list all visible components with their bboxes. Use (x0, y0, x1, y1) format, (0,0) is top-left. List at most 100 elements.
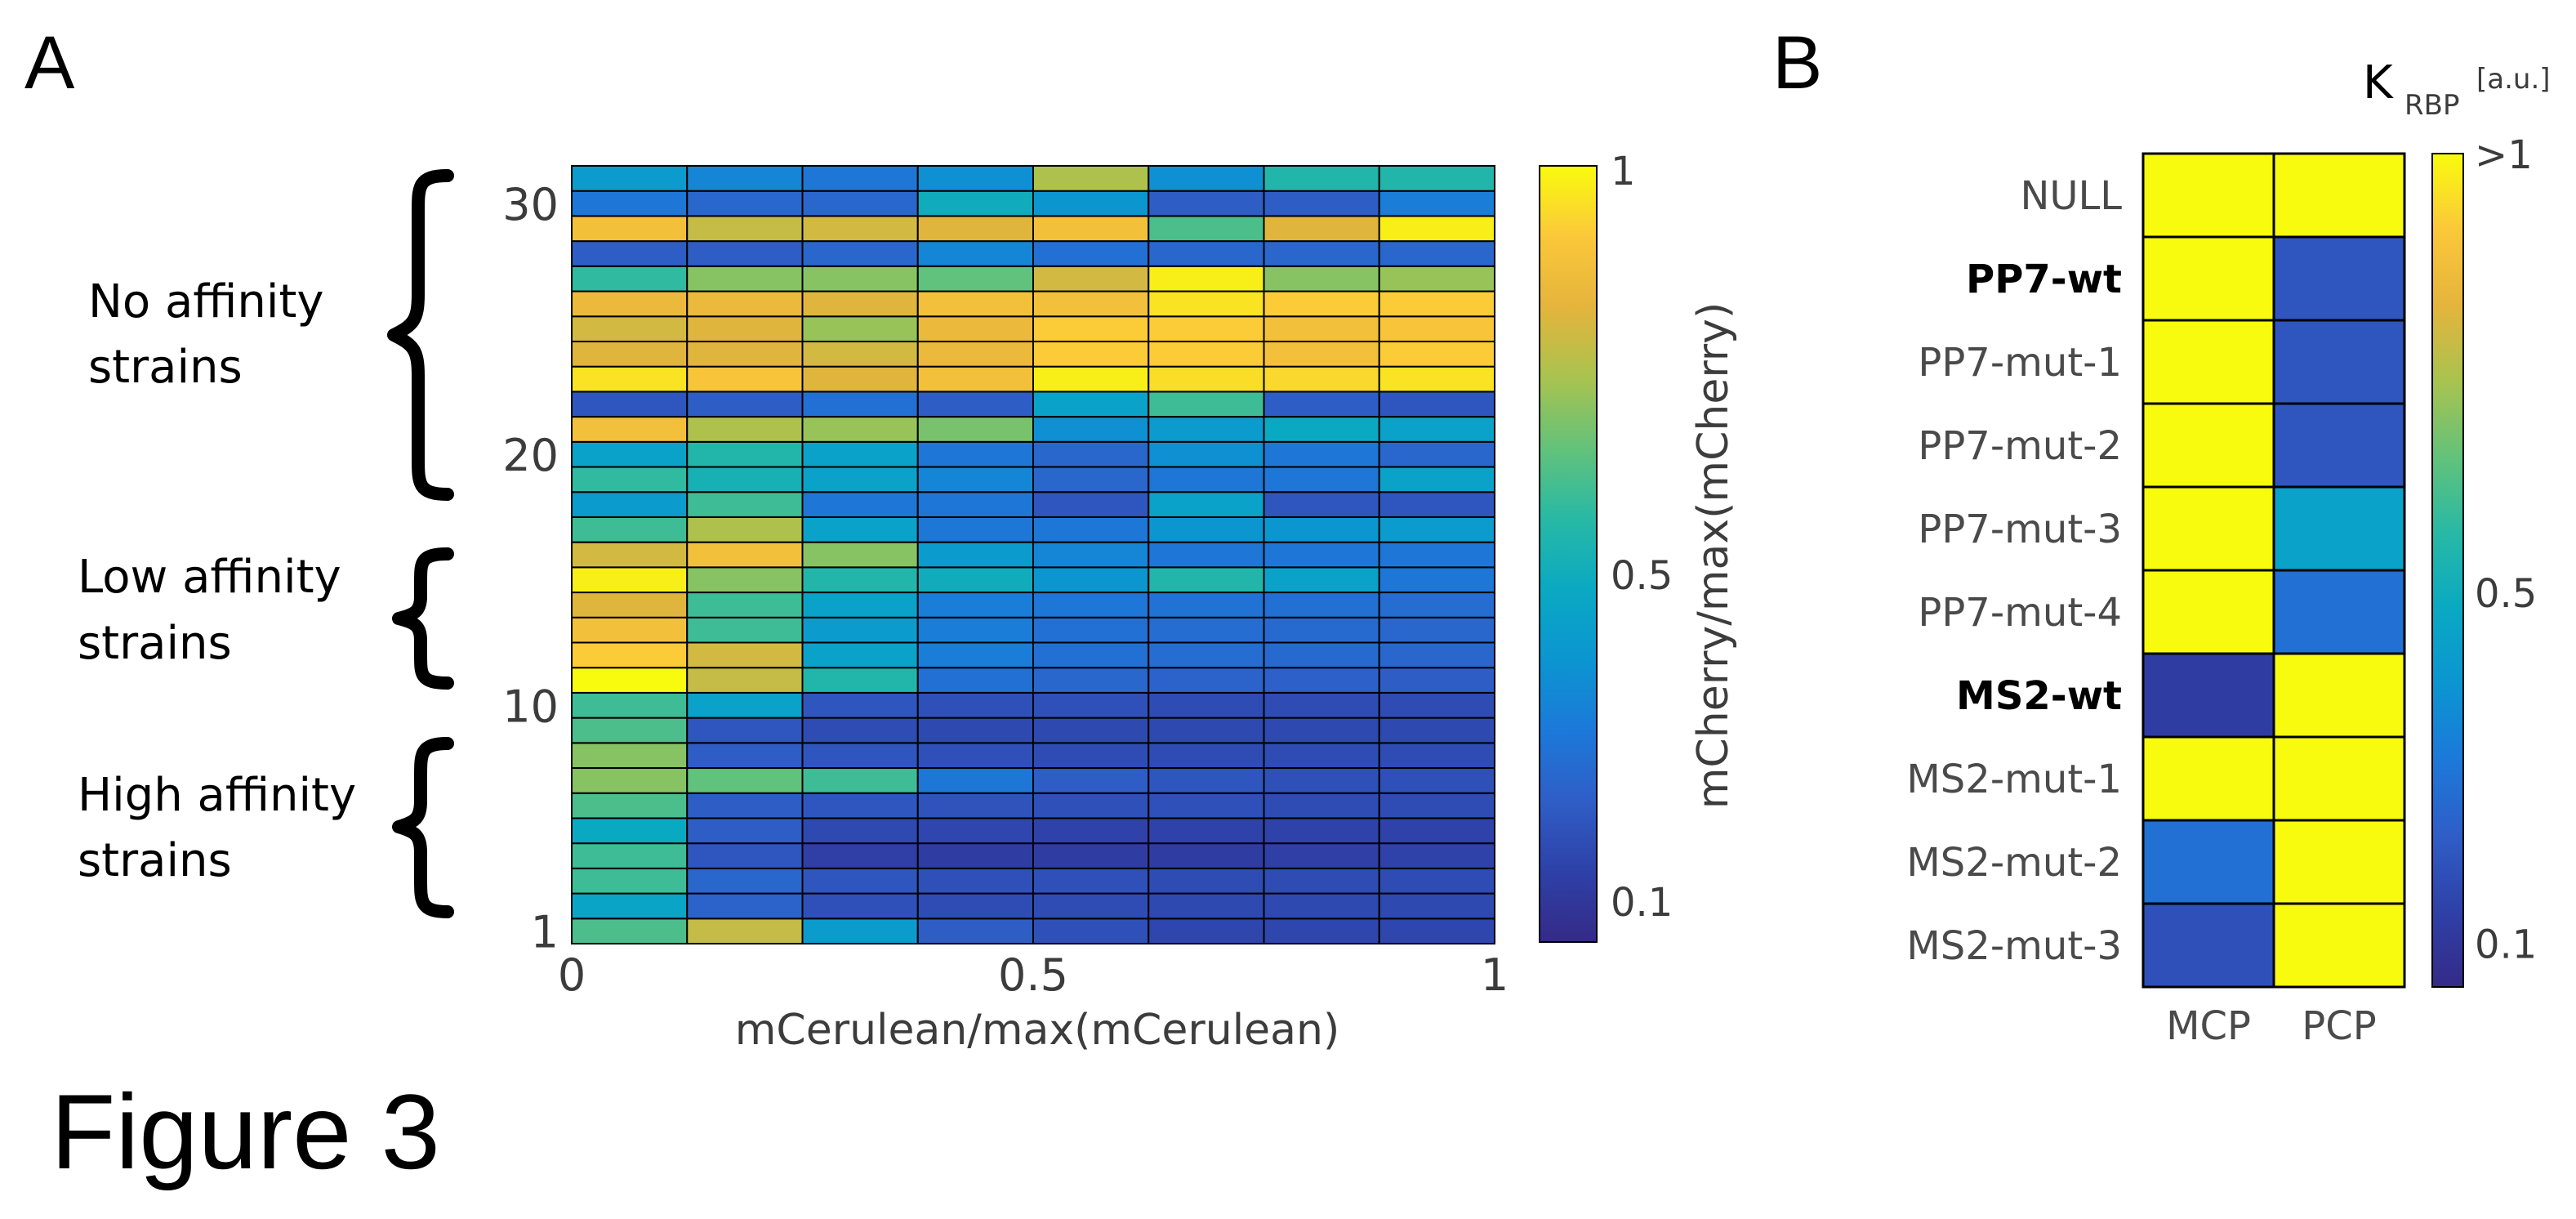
panel-b-letter: B (1772, 21, 1822, 105)
heatmap-cell (916, 792, 1034, 819)
heatmap-cell (571, 391, 689, 418)
kd-heatmap-cell (2272, 485, 2406, 572)
heatmap-cell (571, 365, 689, 393)
heatmap-cell (1032, 867, 1150, 895)
heatmap-cell (1263, 691, 1380, 719)
heatmap-cell (1378, 691, 1495, 719)
panel-a-colorbar-ticks: 0.1 0.5 1 (1611, 149, 1673, 926)
heatmap-cell (686, 792, 804, 819)
heatmap-cell (1378, 240, 1495, 267)
panel-b-title-unit: [a.u.] (2476, 63, 2551, 96)
heatmap-cell (1032, 491, 1150, 518)
heatmap-cell (1032, 240, 1150, 267)
heatmap-cell (1148, 516, 1265, 543)
heatmap-cell (916, 717, 1034, 744)
heatmap-cell (801, 566, 919, 594)
heatmap-cell (916, 767, 1034, 794)
heatmap-cell (1148, 215, 1265, 243)
heatmap-cell (1263, 842, 1380, 869)
heatmap-cell (801, 616, 919, 644)
y-tick-label: 30 (502, 179, 559, 230)
heatmap-cell (916, 290, 1034, 318)
panel-a-colorbar-label: mCherry/max(mCherry) (1689, 302, 1738, 809)
x-tick-label: 1 (1481, 949, 1509, 1001)
heatmap-cell (686, 592, 804, 618)
brace-low-affinity (392, 547, 454, 690)
heatmap-cell (801, 340, 919, 368)
heatmap-cell (1148, 440, 1265, 468)
panel-b-row-labels: NULL PP7-wt PP7-mut-1 PP7-mut-2 PP7-mut-3 PP7… (1906, 173, 2122, 969)
kd-heatmap-cell (2141, 235, 2275, 322)
heatmap-cell (801, 717, 919, 744)
y-tick-label: 10 (502, 681, 559, 732)
heatmap-cell (571, 792, 689, 819)
heatmap-cell (571, 491, 689, 518)
group-label-low-affinity-line2: strains (78, 617, 232, 670)
heatmap-cell (686, 667, 804, 694)
heatmap-cell (571, 190, 689, 217)
kd-heatmap-cell (2272, 902, 2406, 989)
heatmap-cell (1148, 365, 1265, 393)
heatmap-cell (801, 867, 919, 895)
heatmap-cell (916, 867, 1034, 895)
heatmap-cell (916, 667, 1034, 694)
heatmap-cell (801, 641, 919, 669)
heatmap-cell (1378, 416, 1495, 443)
panel-a-x-axis-label: mCerulean/max(mCerulean) (735, 1006, 1340, 1055)
heatmap-cell (1148, 867, 1265, 895)
heatmap-cell (571, 767, 689, 794)
heatmap-cell (1032, 340, 1150, 368)
heatmap-cell (571, 641, 689, 669)
heatmap-cell (801, 742, 919, 770)
kd-heatmap-cell (2141, 402, 2275, 489)
heatmap-cell (1263, 867, 1380, 895)
kd-heatmap-cell (2141, 319, 2275, 405)
heatmap-cell (916, 190, 1034, 217)
heatmap-cell (916, 491, 1034, 518)
row-label: PP7-mut-3 (1918, 507, 2122, 552)
heatmap-cell (1378, 265, 1495, 292)
heatmap-cell (1378, 592, 1495, 618)
heatmap-cell (801, 440, 919, 468)
heatmap-cell (1378, 165, 1495, 192)
heatmap-cell (1378, 892, 1495, 920)
row-label: NULL (2020, 173, 2122, 219)
kd-heatmap-cell (2141, 735, 2275, 822)
heatmap-cell (1032, 190, 1150, 217)
colorbar-tick-label: 1 (1611, 149, 1636, 194)
heatmap-cell (686, 817, 804, 845)
heatmap-cell (916, 365, 1034, 393)
heatmap-cell (1148, 315, 1265, 342)
kd-heatmap-cell (2141, 902, 2275, 989)
kd-heatmap-cell (2141, 652, 2275, 739)
heatmap-cell (916, 691, 1034, 719)
heatmap-cell (686, 867, 804, 895)
heatmap-cell (686, 717, 804, 744)
heatmap-cell (1378, 918, 1495, 944)
kd-heatmap-cell (2272, 235, 2406, 322)
heatmap-cell (1378, 566, 1495, 594)
heatmap-cell (1263, 918, 1380, 944)
heatmap-cell (1032, 892, 1150, 920)
heatmap-cell (1148, 717, 1265, 744)
heatmap-cell (916, 742, 1034, 770)
heatmap-cell (801, 215, 919, 243)
heatmap-cell (801, 365, 919, 393)
heatmap-cell (686, 391, 804, 418)
heatmap-cell (916, 466, 1034, 493)
heatmap-cell (571, 440, 689, 468)
heatmap-cell (916, 391, 1034, 418)
heatmap-cell (916, 516, 1034, 543)
heatmap-cell (1148, 767, 1265, 794)
group-label-no-affinity-line2: strains (88, 341, 243, 394)
heatmap-cell (1263, 416, 1380, 443)
heatmap-cell (571, 817, 689, 845)
heatmap-cell (801, 541, 919, 569)
panel-b-colorbar: K RBP [a.u.] >1 0.5 0.1 (2363, 56, 2551, 988)
heatmap-cell (1032, 290, 1150, 318)
heatmap-cell (686, 315, 804, 342)
heatmap-cell (916, 265, 1034, 292)
heatmap-cell (1378, 440, 1495, 468)
heatmap-cell (801, 290, 919, 318)
heatmap-cell (1263, 466, 1380, 493)
